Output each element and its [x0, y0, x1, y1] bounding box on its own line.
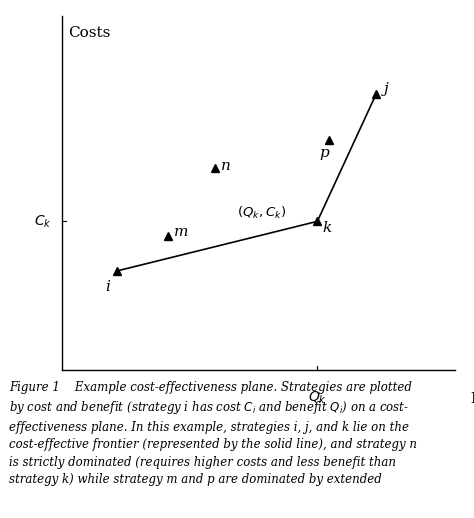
- Text: j: j: [383, 82, 388, 96]
- Text: $C_k$: $C_k$: [34, 213, 52, 229]
- Text: m: m: [174, 225, 188, 239]
- Text: k: k: [322, 221, 332, 236]
- Text: $(Q_k, C_k)$: $(Q_k, C_k)$: [237, 205, 286, 221]
- Text: Costs: Costs: [68, 26, 110, 40]
- Text: $Q_k$: $Q_k$: [308, 390, 327, 406]
- Text: i: i: [105, 280, 110, 294]
- Text: Benefits: Benefits: [471, 392, 474, 406]
- Text: Figure 1    Example cost-effectiveness plane. Strategies are plotted
by cost and: Figure 1 Example cost-effectiveness plan…: [9, 381, 418, 486]
- Text: p: p: [319, 146, 329, 160]
- Text: n: n: [221, 160, 231, 174]
